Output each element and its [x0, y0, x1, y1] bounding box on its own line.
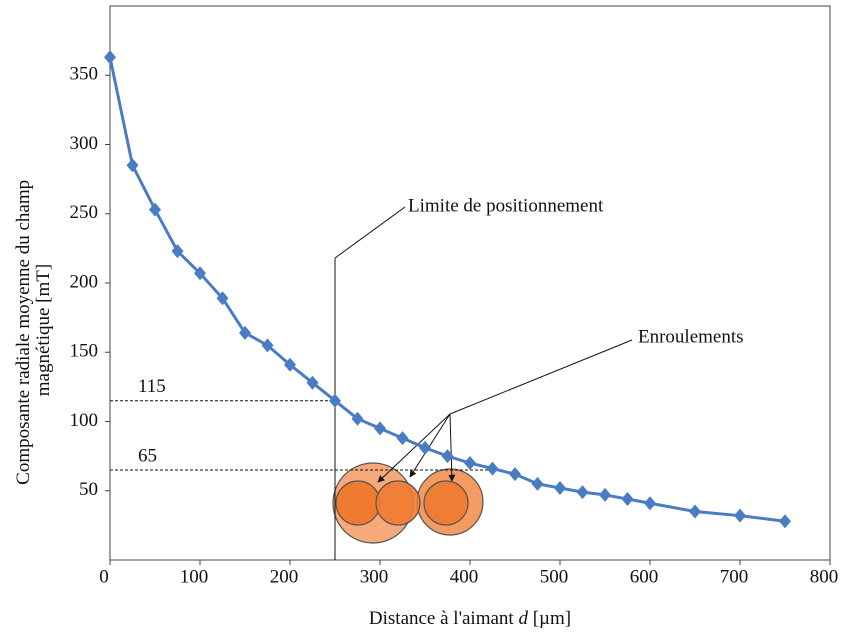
y-tick-label: 50	[79, 479, 98, 500]
data-point	[509, 467, 521, 482]
data-point	[441, 449, 454, 464]
annotation: Limite de positionnement	[408, 195, 604, 216]
data-point	[239, 325, 251, 340]
y-tick-label: 350	[70, 64, 99, 85]
data-point	[351, 411, 364, 426]
x-tick-label: 400	[450, 566, 479, 587]
data-point	[126, 158, 139, 173]
reference-label: 65	[138, 445, 157, 466]
data-point	[531, 476, 544, 491]
annotation-leaders	[334, 206, 633, 483]
data-point	[554, 480, 566, 495]
data-point	[284, 357, 296, 372]
data-point	[194, 266, 206, 281]
data-point	[306, 375, 319, 390]
y-label-line: Composante radiale moyenne du champ	[13, 180, 34, 485]
leader	[449, 339, 633, 415]
data-point	[149, 202, 161, 217]
y-tick-label: 100	[70, 410, 99, 431]
coils	[332, 462, 484, 544]
x-tick-label: 100	[180, 566, 209, 587]
x-axis-label: Distance à l'aimant d [µm]	[369, 608, 571, 629]
data-point	[419, 440, 431, 455]
data-line	[108, 56, 786, 523]
data-point	[171, 244, 184, 259]
data-point	[261, 338, 274, 353]
annotation: Enroulements	[638, 326, 744, 347]
y-tick-label: 300	[70, 133, 99, 154]
data-point	[576, 485, 589, 500]
data-point	[621, 492, 634, 507]
x-label-part: d	[518, 608, 528, 629]
coil	[423, 480, 469, 526]
data-point	[464, 456, 476, 471]
x-tick-label: 0	[99, 566, 109, 587]
data-point	[104, 50, 116, 65]
data-point	[779, 514, 791, 529]
y-tick-label: 150	[70, 341, 99, 362]
x-tick-label: 600	[630, 566, 659, 587]
data-point	[329, 393, 341, 408]
x-tick-label: 700	[720, 566, 749, 587]
coil	[335, 480, 381, 526]
x-tick-label: 800	[810, 566, 839, 587]
x-tick-label: 200	[270, 566, 299, 587]
y-label-line: magnétique [mT]	[33, 264, 54, 396]
data-point	[644, 496, 656, 511]
data-point	[734, 508, 746, 523]
x-label-part: [µm]	[528, 608, 571, 629]
data-point	[689, 504, 701, 519]
data-point	[599, 487, 611, 502]
y-tick-label: 200	[70, 271, 99, 292]
coil	[375, 480, 421, 526]
leader	[334, 206, 406, 259]
data-point	[396, 431, 409, 446]
y-axis-label: Composante radiale moyenne du champ magn…	[13, 175, 54, 485]
y-tick-label: 250	[70, 202, 99, 223]
arrow	[409, 413, 451, 478]
x-tick-label: 300	[360, 566, 389, 587]
x-tick-label: 500	[540, 566, 569, 587]
x-label-part: Distance à l'aimant	[369, 608, 519, 629]
data-point	[216, 291, 229, 306]
reference-label: 115	[138, 376, 166, 397]
arrow	[377, 413, 451, 483]
data-point	[486, 461, 499, 476]
data-point	[374, 421, 386, 436]
